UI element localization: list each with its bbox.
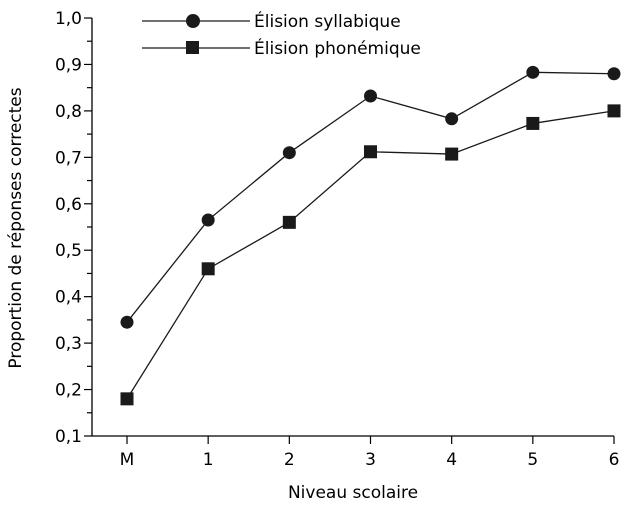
y-tick-label: 0,3 bbox=[55, 334, 82, 354]
data-point-square bbox=[282, 215, 296, 229]
legend-marker-circle bbox=[186, 14, 200, 28]
legend-label-phonemique: Élision phonémique bbox=[254, 37, 421, 59]
data-point-circle bbox=[282, 146, 296, 160]
legend-label-syllabique: Élision syllabique bbox=[254, 10, 401, 32]
y-axis-label: Proportion de réponses correctes bbox=[6, 87, 26, 368]
series-layer bbox=[120, 65, 621, 406]
x-axis-label: Niveau scolaire bbox=[288, 483, 418, 503]
y-tick-label: 0,2 bbox=[55, 381, 82, 401]
y-tick-label: 0,8 bbox=[55, 102, 82, 122]
y-tick-label: 0,4 bbox=[55, 288, 82, 308]
data-point-circle bbox=[526, 65, 540, 79]
x-tick-label: 3 bbox=[365, 450, 376, 470]
data-point-square bbox=[364, 145, 377, 159]
data-point-circle bbox=[364, 89, 377, 103]
data-point-circle bbox=[445, 112, 459, 126]
data-point-square bbox=[120, 392, 134, 406]
data-point-square bbox=[201, 262, 215, 276]
y-tick-label: 0,7 bbox=[55, 148, 82, 168]
data-point-circle bbox=[201, 213, 215, 227]
series-line-1 bbox=[126, 71, 615, 323]
data-point-circle bbox=[607, 67, 621, 81]
x-ticks: M 1 2 3 4 5 6 bbox=[120, 436, 620, 470]
x-tick-label: 6 bbox=[609, 450, 620, 470]
y-tick-label: 0,5 bbox=[55, 241, 82, 261]
data-point-circle bbox=[120, 315, 134, 329]
data-point-square bbox=[526, 116, 540, 130]
legend-marker-square bbox=[186, 41, 199, 54]
x-tick-label: 4 bbox=[446, 450, 457, 470]
x-tick-label: M bbox=[120, 450, 135, 470]
data-point-square bbox=[607, 104, 621, 118]
x-tick-label: 1 bbox=[203, 450, 214, 470]
y-ticks: 0,1 0,2 0,3 0,4 0,5 0,6 0,7 0,8 0,9 1,0 bbox=[55, 9, 92, 447]
axes bbox=[91, 18, 614, 437]
x-tick-label: 5 bbox=[527, 450, 538, 470]
y-tick-label: 0,6 bbox=[55, 195, 82, 215]
y-tick-label: 0,9 bbox=[55, 55, 82, 75]
legend: Élision syllabique Élision phonémique bbox=[142, 10, 421, 59]
y-tick-label: 1,0 bbox=[55, 9, 82, 29]
x-tick-label: 2 bbox=[284, 450, 295, 470]
y-tick-label: 0,1 bbox=[55, 427, 82, 447]
data-point-square bbox=[445, 147, 459, 161]
